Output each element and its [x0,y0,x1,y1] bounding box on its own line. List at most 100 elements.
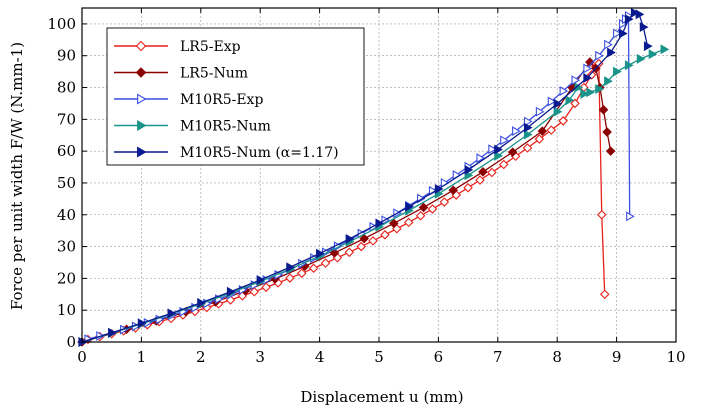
x-tick-label: 6 [434,348,444,366]
legend-item: LR5-Num [114,66,248,82]
x-tick-label: 3 [255,348,265,366]
data-point-marker [226,286,236,297]
data-point-marker [488,144,497,155]
y-tick-label: 40 [57,206,76,224]
data-point-marker [580,88,590,99]
data-point-marker [583,73,593,83]
data-point-marker [595,50,604,61]
data-point-marker [308,263,319,273]
y-tick-label: 30 [57,238,76,256]
data-point-marker [329,248,340,258]
data-point-marker [498,159,509,170]
y-tick-label: 60 [57,142,76,160]
data-point-marker [415,210,426,221]
data-point-marker [197,297,206,308]
data-point-marker [137,120,147,131]
y-axis-title: Force per unit width F/W (N.mm-1) [8,42,26,310]
data-point-marker [635,9,645,20]
data-point-marker [602,127,612,137]
data-point-marker [643,41,653,52]
series-layer [77,7,670,347]
y-tick-label: 100 [47,15,76,33]
data-point-marker [604,39,613,50]
data-point-marker [507,147,518,157]
data-point-marker [534,134,545,144]
data-point-marker [630,7,640,18]
y-tick-label: 0 [66,333,76,351]
data-point-marker [487,167,497,178]
legend-item: M10R5-Exp [114,92,263,108]
data-point-marker [261,282,271,293]
data-point-marker [434,184,444,194]
data-point-marker [605,146,616,156]
x-axis-title: Displacement u (mm) [300,388,463,406]
series-3 [78,44,670,347]
data-point-marker [137,318,147,329]
data-point-marker [108,327,117,338]
data-point-marker [494,150,503,161]
data-point-marker [448,185,459,196]
data-point-marker [286,262,296,273]
x-tick-label: 10 [666,348,685,366]
y-tick-label: 90 [57,47,76,65]
data-point-marker [344,247,355,258]
data-point-marker [427,204,438,214]
data-point-marker [135,40,147,52]
data-point-marker [607,47,616,58]
data-point-marker [135,67,147,78]
legend-label: M10R5-Num [180,119,271,135]
data-point-marker [571,75,581,86]
legend-label: M10R5-Num (α=1.17) [180,145,339,161]
x-tick-label: 4 [315,348,325,366]
data-point-marker [439,197,450,207]
legend-label: LR5-Num [180,66,248,82]
legend-label: LR5-Exp [180,39,241,55]
legend-item: M10R5-Num (α=1.17) [114,145,339,161]
data-point-marker [639,22,649,33]
data-point-marker [494,144,503,155]
data-point-marker [380,230,390,240]
x-tick-labels: 0 1 2 3 4 5 6 7 8 9 10 [77,348,685,366]
legend: LR5-Exp LR5-Num M10R5-Exp M10R5-Num M10R5-Nu… [106,27,365,166]
x-tick-label: 2 [196,348,206,366]
data-point-marker [570,98,580,109]
x-tick-label: 7 [493,348,503,366]
data-point-marker [553,98,563,109]
data-point-marker [586,87,595,98]
data-point-marker [463,182,473,193]
data-point-marker [636,53,646,64]
data-point-marker [547,96,557,107]
data-point-marker [512,126,521,137]
y-tick-label: 20 [57,269,76,287]
x-tick-label: 8 [552,348,562,366]
data-point-marker [389,218,399,229]
data-point-marker [660,44,670,55]
data-point-marker [137,93,147,105]
data-point-marker [546,125,557,135]
data-point-marker [476,153,486,164]
data-point-marker [523,122,533,133]
data-point-marker [523,129,533,140]
y-tick-label: 10 [57,301,76,319]
data-point-marker [500,135,509,146]
data-point-marker [624,14,634,25]
legend-label: M10R5-Exp [180,92,263,108]
data-point-marker [595,84,604,95]
series-4 [78,7,653,347]
x-tick-label: 1 [137,348,147,366]
data-point-marker [648,49,658,60]
data-point-marker [553,106,563,117]
data-point-marker [478,167,488,177]
data-point-marker [523,116,533,127]
data-point-marker [565,95,575,106]
data-point-marker [624,60,634,71]
data-point-marker [356,241,366,252]
x-tick-label: 5 [374,348,384,366]
data-point-marker [537,126,548,136]
series-line [81,48,665,343]
data-point-marker [297,268,307,279]
data-point-marker [405,201,414,212]
data-point-marker [604,76,613,87]
data-point-marker [599,289,610,300]
